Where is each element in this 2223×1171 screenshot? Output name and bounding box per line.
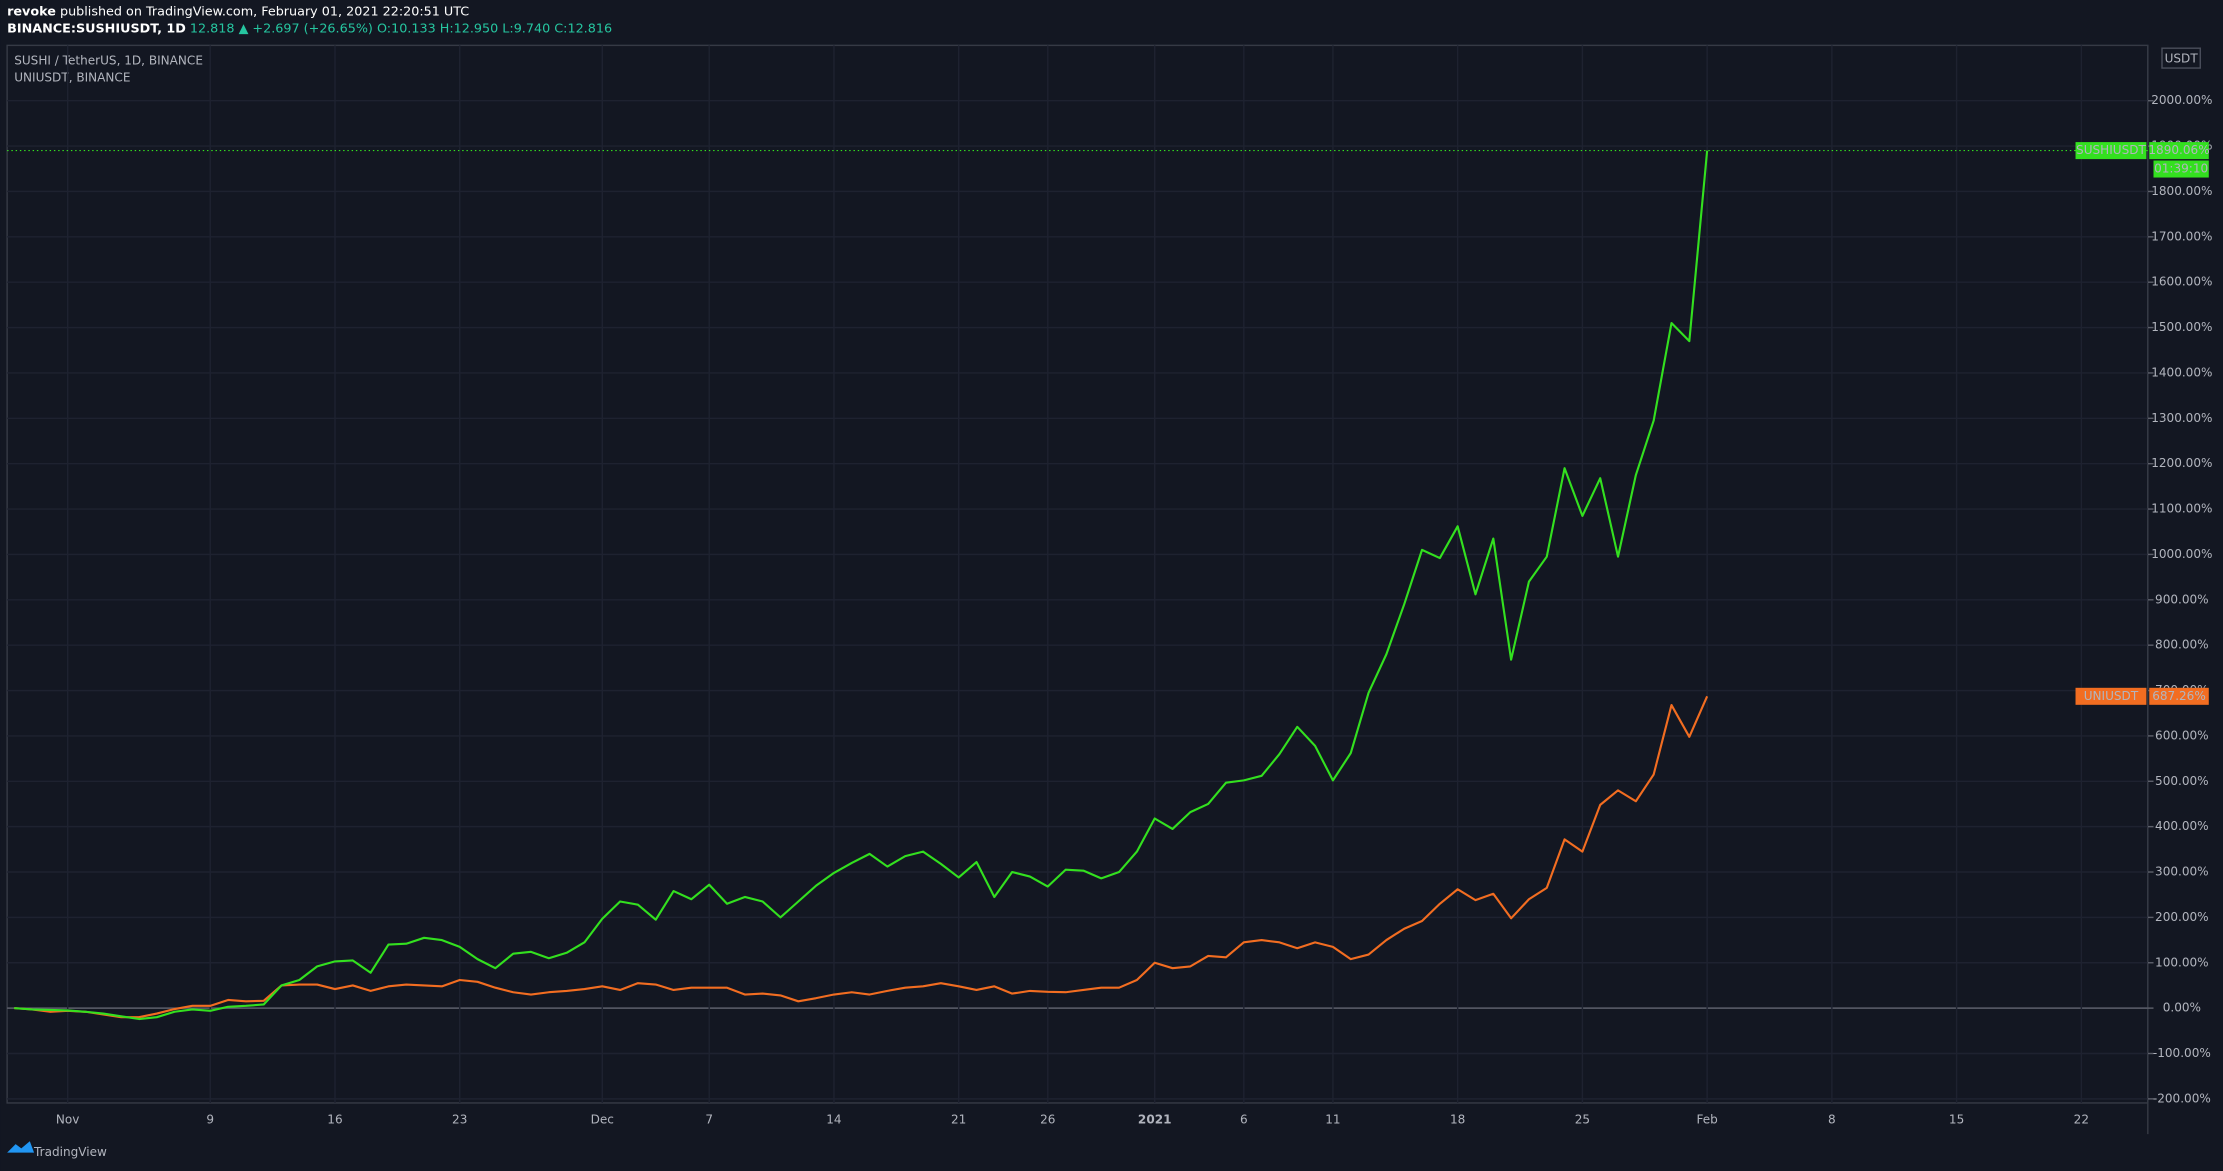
y-tick-label: 1600.00% xyxy=(2151,275,2212,289)
currency: USDT xyxy=(2165,51,2199,65)
header-line: revoke published on TradingView.com, Feb… xyxy=(7,4,469,19)
y-tick-label: 600.00% xyxy=(2155,728,2209,742)
y-tick-label: -100.00% xyxy=(2153,1046,2211,1060)
series-name-box xyxy=(2075,687,2147,705)
x-tick-label: 11 xyxy=(1325,1112,1340,1126)
y-tick-label: 100.00% xyxy=(2155,955,2209,969)
countdown-box xyxy=(2153,160,2209,178)
quote-line: BINANCE:SUSHIUSDT, 1D 12.818 ▲ +2.697 (+… xyxy=(7,21,612,36)
series-name-label: UNIUSDT xyxy=(2084,689,2139,703)
series-line xyxy=(14,150,1709,1021)
change: 12.818 ▲ +2.697 (+26.65%) xyxy=(190,21,373,36)
x-tick-label: 22 xyxy=(2074,1112,2089,1126)
y-tick-label: 400.00% xyxy=(2155,819,2209,833)
x-tick-label: 6 xyxy=(1240,1112,1248,1126)
x-tick-label: Dec xyxy=(591,1112,614,1126)
countdown: 01:39:10 xyxy=(2154,162,2208,176)
y-tick-label: 1700.00% xyxy=(2151,229,2212,243)
y-tick-label: 300.00% xyxy=(2155,865,2209,879)
x-tick-label: 26 xyxy=(1040,1112,1055,1126)
publish-info: published on TradingView.com, February 0… xyxy=(60,4,469,19)
x-tick-label: 2021 xyxy=(1138,1112,1172,1126)
y-tick-label: 1500.00% xyxy=(2151,320,2212,334)
symbol: BINANCE:SUSHIUSDT, 1D xyxy=(7,21,186,36)
logo-icon xyxy=(7,1141,35,1153)
y-tick-label: 900.00% xyxy=(2155,592,2209,606)
y-tick-label: 200.00% xyxy=(2155,910,2209,924)
y-tick-label: -200.00% xyxy=(2153,1091,2211,1105)
y-tick-label: 0.00% xyxy=(2163,1001,2201,1015)
y-tick-label: 1100.00% xyxy=(2151,502,2212,516)
chart-subtitle: UNIUSDT, BINANCE xyxy=(14,70,130,84)
x-tick-label: 18 xyxy=(1450,1112,1465,1126)
x-tick-label: 25 xyxy=(1575,1112,1590,1126)
value-label: 1890.06% xyxy=(2148,143,2209,157)
series-line xyxy=(14,695,1709,1019)
x-tick-label: 16 xyxy=(327,1112,342,1126)
x-tick-label: Feb xyxy=(1696,1112,1717,1126)
x-tick-label: 9 xyxy=(206,1112,214,1126)
ohlc: O:10.133 H:12.950 L:9.740 C:12.816 xyxy=(377,21,612,36)
x-tick-label: Nov xyxy=(56,1112,80,1126)
x-tick-label: 23 xyxy=(452,1112,467,1126)
x-tick-label: 15 xyxy=(1949,1112,1964,1126)
y-tick-label: 1800.00% xyxy=(2151,184,2212,198)
y-tick-label: 1300.00% xyxy=(2151,411,2212,425)
x-tick-label: 7 xyxy=(705,1112,713,1126)
y-tick-label: 800.00% xyxy=(2155,638,2209,652)
value-label: 687.26% xyxy=(2152,689,2206,703)
author: revoke xyxy=(7,4,56,19)
y-tick-label: 500.00% xyxy=(2155,774,2209,788)
x-tick-label: 8 xyxy=(1828,1112,1836,1126)
series-name-label: SUSHIUSDT xyxy=(2076,143,2146,157)
y-tick-label: 1000.00% xyxy=(2151,547,2212,561)
series-name-box xyxy=(2075,142,2147,160)
y-tick-label: 1200.00% xyxy=(2151,456,2212,470)
x-tick-label: 21 xyxy=(951,1112,966,1126)
currency-box xyxy=(2161,47,2201,69)
plot-frame xyxy=(6,44,2149,1104)
value-label-box xyxy=(2149,142,2209,160)
x-tick-label: 14 xyxy=(826,1112,841,1126)
chart-title: SUSHI / TetherUS, 1D, BINANCE xyxy=(14,53,203,67)
y-tick-label: 2000.00% xyxy=(2151,93,2212,107)
y-tick-label: 1400.00% xyxy=(2151,365,2212,379)
footer-brand: TradingView xyxy=(33,1145,107,1159)
value-label-box xyxy=(2149,687,2209,705)
